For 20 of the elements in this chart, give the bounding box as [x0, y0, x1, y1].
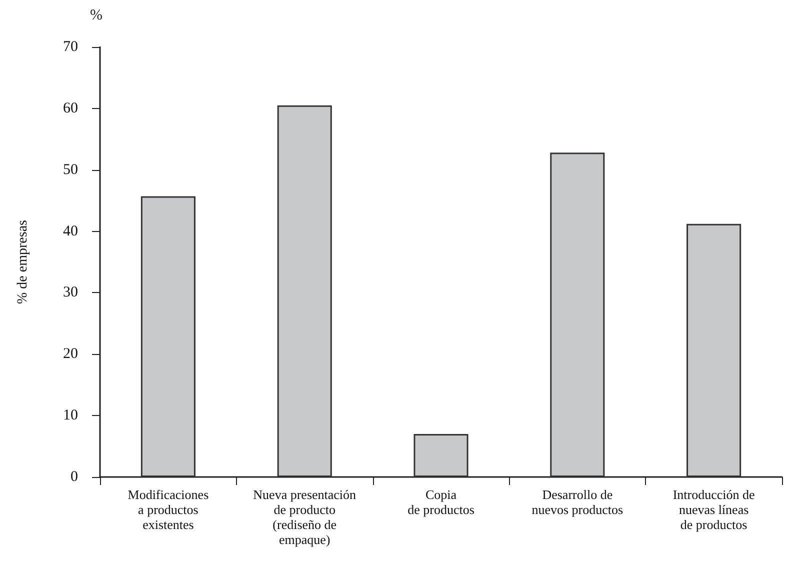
bar	[277, 105, 332, 477]
x-tick-label: Copia de productos	[408, 487, 474, 517]
y-tick-label: 50	[63, 162, 78, 178]
x-tick-label: Introducción de nuevas líneas de productos	[672, 487, 755, 532]
y-tick-label: 70	[63, 39, 78, 55]
y-tick-label: 60	[63, 100, 78, 116]
y-axis-title: % de empresas	[16, 220, 30, 304]
text: %	[90, 8, 102, 24]
y-tick-label: 30	[63, 284, 78, 301]
y-tick-label: 20	[63, 346, 78, 362]
x-tick-label: Desarrollo de nuevos productos	[532, 487, 624, 517]
y-tick-label: 10	[63, 408, 78, 424]
x-tick-label: Modificaciones a productos existentes	[128, 487, 209, 532]
y-tick-label: 0	[70, 469, 78, 485]
bar	[140, 196, 196, 477]
bar	[550, 152, 605, 477]
x-tick-label: Nueva presentación de producto (rediseño de empaque)	[253, 487, 357, 547]
bar	[686, 224, 742, 477]
y-tick-label: 40	[63, 223, 78, 240]
bar	[414, 434, 468, 477]
